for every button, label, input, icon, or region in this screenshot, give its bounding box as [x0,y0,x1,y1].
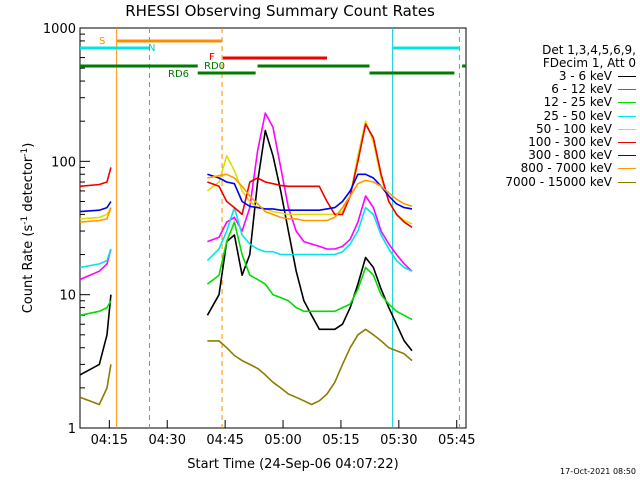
ticks-layer: 04:15 04:30 04:45 05:00 05:15 05:30 05:45 1 10 10… [43,22,476,448]
y-tick-label: 10 [59,289,76,304]
legend-entry: 25 - 50 keV [446,108,636,123]
legend-swatch [618,128,636,130]
legend-entry: 12 - 25 keV [446,96,636,109]
legend-entry: 300 - 800 keV [446,149,636,162]
legend-swatch [618,89,636,91]
legend-swatch [618,102,636,104]
x-tick-label: 04:30 [149,433,186,448]
series-line-5 [79,123,413,228]
legend-label: 800 - 7000 keV [520,161,612,176]
plot-frame [79,27,467,429]
y-tick-label: 100 [51,155,76,170]
legend-label: 50 - 100 keV [535,121,612,136]
legend-rows: 3 - 6 keV 6 - 12 keV 12 - 25 keV 25 - 50 ke… [446,69,636,189]
legend-swatch [618,76,636,77]
legend-entry: 50 - 100 keV [446,121,636,136]
series-layer [79,112,413,406]
y-tick-label: 1 [68,422,76,437]
legend-label: 100 - 300 keV [528,134,612,149]
x-tick-label: 04:15 [91,433,128,448]
series-line-6 [79,173,413,213]
night-label: N [148,43,155,54]
x-tick-label: 04:45 [206,433,243,448]
legend: Det 1,3,4,5,6,9, FDecim 1, Att 0 3 - 6 k… [446,44,636,189]
chart-title: RHESSI Observing Summary Count Rates [125,2,435,20]
y-axis-label: Count Rate (s-1 detector-1) [20,143,36,314]
legend-label: 6 - 12 keV [551,82,612,97]
legend-swatch [618,181,636,183]
x-axis-label: Start Time (24-Sep-06 04:07:22) [187,457,398,472]
series-line-0 [79,129,413,376]
legend-header-2: FDecim 1, Att 0 [542,56,636,70]
legend-entry: 6 - 12 keV [446,83,636,96]
legend-swatch [618,115,636,117]
series-line-2 [79,221,413,321]
legend-label: 3 - 6 keV [558,69,612,83]
legend-header-1: Det 1,3,4,5,6,9, [542,43,636,57]
y-tick-label: 1000 [43,22,76,37]
legend-entry: 7000 - 15000 keV [446,174,636,189]
x-tick-label: 05:30 [380,433,417,448]
legend-swatch [618,141,636,143]
x-tick-label: 05:45 [438,433,475,448]
rd6-label: RD6 [168,69,189,80]
legend-label: 7000 - 15000 keV [505,174,612,189]
legend-swatch [618,155,636,157]
x-tick-label: 05:00 [264,433,301,448]
x-tick-label: 05:15 [322,433,359,448]
series-line-7 [79,173,413,223]
legend-entry: 3 - 6 keV [446,69,636,83]
legend-swatch [618,168,636,170]
legend-entry: 100 - 300 keV [446,134,636,149]
legend-label: 25 - 50 keV [543,108,612,123]
series-line-3 [79,206,413,272]
flare-label: F [209,52,215,63]
legend-label: 12 - 25 keV [543,95,612,110]
saa-label: S [99,36,105,47]
series-line-8 [79,328,413,406]
footer-date: 17-Oct-2021 08:50 [560,467,636,476]
legend-label: 300 - 800 keV [528,148,612,163]
rd0-label: RD0 [204,61,225,72]
legend-entry: 800 - 7000 keV [446,162,636,175]
